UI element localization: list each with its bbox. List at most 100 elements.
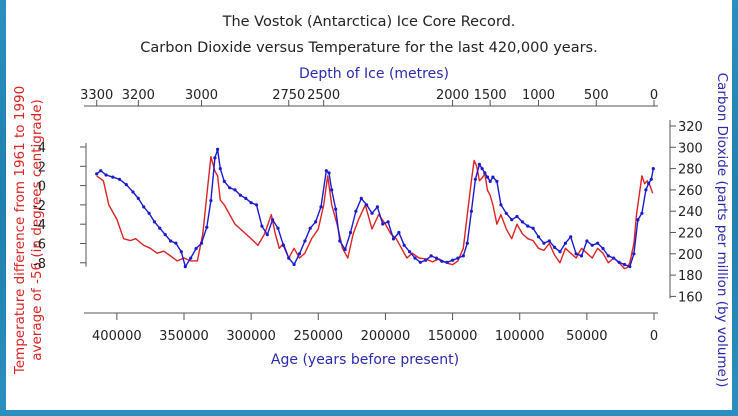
co2-point-77	[483, 171, 487, 175]
top-tick-label-1500: 1500	[474, 88, 507, 103]
co2-point-21	[209, 199, 213, 203]
left-tick-label--8: -8	[33, 257, 46, 272]
co2-point-82	[499, 203, 503, 207]
co2-point-48	[338, 239, 342, 243]
top-tick-label-2000: 2000	[436, 88, 469, 103]
co2-point-11	[158, 226, 162, 230]
co2-point-101	[601, 246, 605, 251]
left-tick-label-4: 4	[38, 141, 46, 156]
co2-point-31	[254, 203, 259, 207]
slide-panel	[6, 0, 732, 410]
co2-point-55	[375, 205, 379, 209]
co2-point-58	[391, 237, 396, 241]
co2-point-52	[359, 196, 363, 200]
co2-point-25	[222, 179, 226, 183]
top-tick-label-0: 0	[650, 88, 658, 103]
left-tick-label-0: 0	[38, 180, 46, 195]
co2-point-12	[163, 233, 167, 237]
co2-point-39	[297, 252, 302, 256]
x-tick-label-300000: 300000	[226, 329, 276, 344]
co2-point-102	[606, 254, 610, 258]
co2-point-110	[644, 188, 648, 192]
right-axis-label: Carbon Dioxide (parts per million (by vo…	[714, 73, 730, 388]
co2-point-105	[622, 262, 627, 267]
co2-point-29	[244, 196, 248, 200]
right-tick-label-260: 260	[678, 184, 703, 199]
top-tick-label-500: 500	[584, 88, 609, 103]
co2-point-112	[649, 177, 653, 181]
co2-point-87	[526, 224, 530, 228]
co2-point-20	[205, 225, 209, 229]
top-tick-label-3300: 3300	[80, 88, 113, 103]
co2-point-54	[370, 211, 374, 215]
right-tick-label-180: 180	[678, 269, 703, 284]
co2-point-111	[647, 181, 651, 186]
co2-point-113	[651, 167, 655, 171]
co2-point-4	[117, 177, 122, 181]
co2-point-18	[194, 246, 198, 251]
co2-point-70	[456, 256, 460, 260]
chart-title: The Vostok (Antarctica) Ice Core Record.	[222, 14, 516, 30]
co2-point-92	[553, 245, 557, 249]
co2-point-5	[124, 183, 128, 187]
co2-point-41	[308, 226, 312, 230]
co2-point-76	[480, 167, 484, 171]
co2-point-33	[265, 233, 269, 237]
co2-point-65	[429, 254, 433, 258]
co2-point-42	[314, 220, 318, 224]
co2-point-85	[515, 214, 519, 219]
co2-point-97	[579, 254, 584, 258]
co2-point-103	[612, 256, 616, 260]
co2-point-27	[233, 188, 237, 192]
co2-point-16	[183, 265, 187, 269]
co2-point-96	[574, 252, 578, 256]
co2-point-36	[281, 243, 285, 247]
co2-point-46	[330, 188, 334, 192]
co2-point-15	[179, 250, 183, 254]
right-tick-label-160: 160	[678, 290, 703, 305]
co2-point-40	[303, 239, 307, 243]
x-tick-label-150000: 150000	[428, 329, 478, 344]
top-tick-label-2500: 2500	[307, 88, 340, 103]
co2-point-100	[596, 241, 600, 245]
co2-point-37	[287, 256, 291, 260]
co2-point-60	[402, 243, 406, 247]
co2-point-72	[465, 241, 469, 245]
co2-point-6	[131, 190, 135, 194]
co2-point-98	[585, 239, 589, 243]
x-tick-label-50000: 50000	[566, 329, 607, 344]
co2-point-67	[440, 259, 444, 263]
co2-point-69	[451, 258, 455, 262]
left-axis-label-line-2: average of -56 (in degrees centigrade)	[29, 99, 45, 361]
co2-point-75	[477, 162, 481, 166]
co2-point-94	[563, 241, 568, 245]
top-tick-label-3000: 3000	[185, 88, 218, 103]
co2-point-17	[189, 256, 193, 260]
co2-point-51	[354, 209, 358, 213]
x-tick-label-100000: 100000	[495, 329, 545, 344]
co2-point-57	[386, 220, 390, 224]
co2-point-81	[495, 179, 499, 183]
co2-point-79	[488, 179, 492, 183]
co2-point-0	[95, 172, 99, 176]
co2-point-71	[461, 254, 465, 258]
co2-point-84	[510, 218, 514, 222]
co2-point-66	[434, 256, 439, 260]
chart-subtitle: Carbon Dioxide versus Temperature for th…	[140, 40, 597, 56]
co2-point-50	[348, 230, 353, 235]
co2-point-83	[504, 211, 508, 215]
co2-point-59	[397, 230, 401, 235]
co2-point-99	[590, 243, 594, 247]
co2-point-78	[485, 175, 490, 179]
co2-point-10	[152, 220, 157, 224]
series-layer	[95, 147, 655, 270]
co2-point-109	[640, 211, 644, 215]
co2-point-63	[418, 260, 422, 264]
co2-point-2	[104, 173, 108, 177]
co2-point-32	[260, 224, 264, 228]
co2-point-14	[174, 241, 178, 245]
co2-point-7	[136, 196, 140, 200]
co2-point-88	[531, 226, 535, 230]
co2-point-73	[469, 209, 473, 213]
x-tick-label-400000: 400000	[92, 329, 142, 344]
